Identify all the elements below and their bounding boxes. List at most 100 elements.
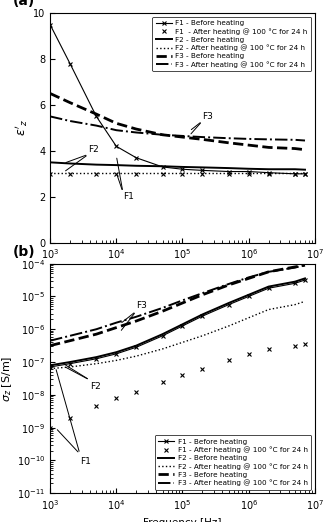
Y-axis label: $\sigma_z$ [S/m]: $\sigma_z$ [S/m] bbox=[0, 355, 14, 401]
F1 - Before heating bbox=[134, 344, 138, 350]
F3 - Before heating bbox=[267, 269, 271, 275]
F2 - Before heating bbox=[134, 342, 138, 349]
Legend: F1 - Before heating, F1  - After heating @ 100 °C for 24 h, F2 - Before heating,: F1 - Before heating, F1 - After heating … bbox=[152, 17, 311, 72]
F3 - After heating @ 100 °C for 24 h bbox=[94, 326, 98, 333]
F3 - After heating @ 100 °C for 24 h bbox=[247, 136, 251, 142]
F1 - Before heating bbox=[227, 169, 231, 175]
Line: F1  - After heating @ 100 °C for 24 h: F1 - After heating @ 100 °C for 24 h bbox=[47, 171, 307, 176]
F1 - Before heating bbox=[114, 143, 118, 149]
F2 - Before heating bbox=[94, 354, 98, 360]
F3 - After heating @ 100 °C for 24 h bbox=[227, 281, 231, 287]
F3 - Before heating bbox=[114, 120, 118, 126]
Text: F3: F3 bbox=[136, 301, 147, 310]
F1 - Before heating bbox=[181, 166, 184, 172]
F3 - After heating @ 100 °C for 24 h bbox=[161, 132, 164, 138]
F3 - Before heating bbox=[94, 111, 98, 117]
F1 - Before heating bbox=[201, 167, 204, 173]
F3 - Before heating bbox=[293, 146, 297, 152]
F2 - Before heating bbox=[293, 279, 297, 285]
F3 - After heating @ 100 °C for 24 h bbox=[293, 265, 297, 271]
F2 - Before heating bbox=[201, 311, 204, 317]
F2 - Before heating bbox=[48, 362, 52, 369]
Y-axis label: $\varepsilon'_z$: $\varepsilon'_z$ bbox=[14, 120, 30, 136]
F3 - After heating @ 100 °C for 24 h bbox=[68, 118, 72, 124]
F2 - After heating @ 100 °C for 24 h bbox=[247, 315, 251, 321]
F3 - After heating @ 100 °C for 24 h bbox=[303, 137, 307, 144]
F1 - After heating @ 100 °C for 24 h bbox=[227, 357, 231, 363]
F2 - Before heating bbox=[68, 160, 72, 167]
F1 - Before heating bbox=[247, 293, 251, 300]
F2 - After heating @ 100 °C for 24 h bbox=[48, 365, 52, 372]
F2 - After heating @ 100 °C for 24 h bbox=[181, 170, 184, 176]
F1 - Before heating bbox=[201, 313, 204, 319]
F2 - Before heating bbox=[247, 292, 251, 298]
Line: F2 - Before heating: F2 - Before heating bbox=[50, 162, 305, 170]
Text: (b): (b) bbox=[13, 245, 36, 259]
F3 - After heating @ 100 °C for 24 h bbox=[48, 113, 52, 120]
F3 - Before heating bbox=[303, 262, 307, 268]
F3 - After heating @ 100 °C for 24 h bbox=[181, 133, 184, 139]
F1 - Before heating bbox=[293, 280, 297, 287]
F3 - After heating @ 100 °C for 24 h bbox=[201, 290, 204, 296]
F1 - After heating @ 100 °C for 24 h bbox=[303, 341, 307, 347]
Line: F1 - Before heating: F1 - Before heating bbox=[47, 22, 307, 176]
F2 - Before heating bbox=[267, 283, 271, 290]
X-axis label: Frequency [Hz]: Frequency [Hz] bbox=[143, 517, 222, 522]
F3 - After heating @ 100 °C for 24 h bbox=[114, 127, 118, 133]
Line: F2 - Before heating: F2 - Before heating bbox=[50, 278, 305, 365]
F3 - After heating @ 100 °C for 24 h bbox=[227, 135, 231, 141]
F1 - Before heating bbox=[303, 277, 307, 283]
F1  - After heating @ 100 °C for 24 h bbox=[134, 171, 138, 177]
F1  - After heating @ 100 °C for 24 h bbox=[181, 171, 184, 177]
Line: F3 - Before heating: F3 - Before heating bbox=[50, 265, 305, 346]
F1  - After heating @ 100 °C for 24 h bbox=[48, 171, 52, 177]
F3 - After heating @ 100 °C for 24 h bbox=[68, 333, 72, 339]
F1 - After heating @ 100 °C for 24 h bbox=[114, 395, 118, 401]
F1 - After heating @ 100 °C for 24 h bbox=[134, 388, 138, 395]
F1 - After heating @ 100 °C for 24 h bbox=[267, 346, 271, 352]
F1 - After heating @ 100 °C for 24 h bbox=[94, 403, 98, 409]
F1 - Before heating bbox=[267, 170, 271, 176]
Text: F2: F2 bbox=[89, 145, 99, 155]
F2 - Before heating bbox=[303, 167, 307, 173]
F3 - After heating @ 100 °C for 24 h bbox=[247, 274, 251, 280]
F3 - Before heating bbox=[68, 338, 72, 344]
F2 - After heating @ 100 °C for 24 h bbox=[161, 170, 164, 176]
F1 - Before heating bbox=[114, 351, 118, 357]
F2 - Before heating bbox=[94, 161, 98, 168]
F3 - After heating @ 100 °C for 24 h bbox=[94, 123, 98, 129]
F2 - After heating @ 100 °C for 24 h bbox=[68, 170, 72, 176]
F3 - Before heating bbox=[181, 300, 184, 306]
F1  - After heating @ 100 °C for 24 h bbox=[303, 171, 307, 177]
F3 - Before heating bbox=[134, 126, 138, 132]
F1 - Before heating bbox=[68, 361, 72, 367]
F2 - After heating @ 100 °C for 24 h bbox=[94, 170, 98, 176]
F2 - After heating @ 100 °C for 24 h bbox=[161, 346, 164, 352]
F2 - After heating @ 100 °C for 24 h bbox=[181, 339, 184, 346]
F1 - Before heating bbox=[161, 333, 164, 339]
F2 - After heating @ 100 °C for 24 h bbox=[227, 323, 231, 329]
F2 - Before heating bbox=[247, 165, 251, 172]
F1 - Before heating bbox=[227, 302, 231, 308]
F3 - After heating @ 100 °C for 24 h bbox=[181, 297, 184, 303]
F3 - After heating @ 100 °C for 24 h bbox=[48, 338, 52, 344]
F3 - Before heating bbox=[201, 292, 204, 298]
F3 - Before heating bbox=[201, 136, 204, 143]
Legend: F1 - Before heating, F1 - After heating @ 100 °C for 24 h, F2 - Before heating, : F1 - Before heating, F1 - After heating … bbox=[155, 435, 311, 490]
F2 - Before heating bbox=[267, 166, 271, 172]
F1 - Before heating bbox=[293, 171, 297, 177]
F3 - After heating @ 100 °C for 24 h bbox=[134, 314, 138, 320]
F2 - After heating @ 100 °C for 24 h bbox=[267, 306, 271, 313]
F1 - After heating @ 100 °C for 24 h bbox=[68, 414, 72, 421]
F3 - Before heating bbox=[161, 132, 164, 138]
F1 - After heating @ 100 °C for 24 h bbox=[161, 378, 164, 385]
Line: F1 - Before heating: F1 - Before heating bbox=[47, 278, 307, 370]
F1  - After heating @ 100 °C for 24 h bbox=[267, 171, 271, 177]
F1 - Before heating bbox=[134, 155, 138, 161]
F1 - Before heating bbox=[267, 285, 271, 291]
Text: F1: F1 bbox=[123, 192, 134, 201]
F2 - After heating @ 100 °C for 24 h bbox=[303, 170, 307, 176]
F2 - After heating @ 100 °C for 24 h bbox=[94, 361, 98, 367]
F2 - After heating @ 100 °C for 24 h bbox=[48, 170, 52, 176]
F2 - Before heating bbox=[201, 164, 204, 171]
